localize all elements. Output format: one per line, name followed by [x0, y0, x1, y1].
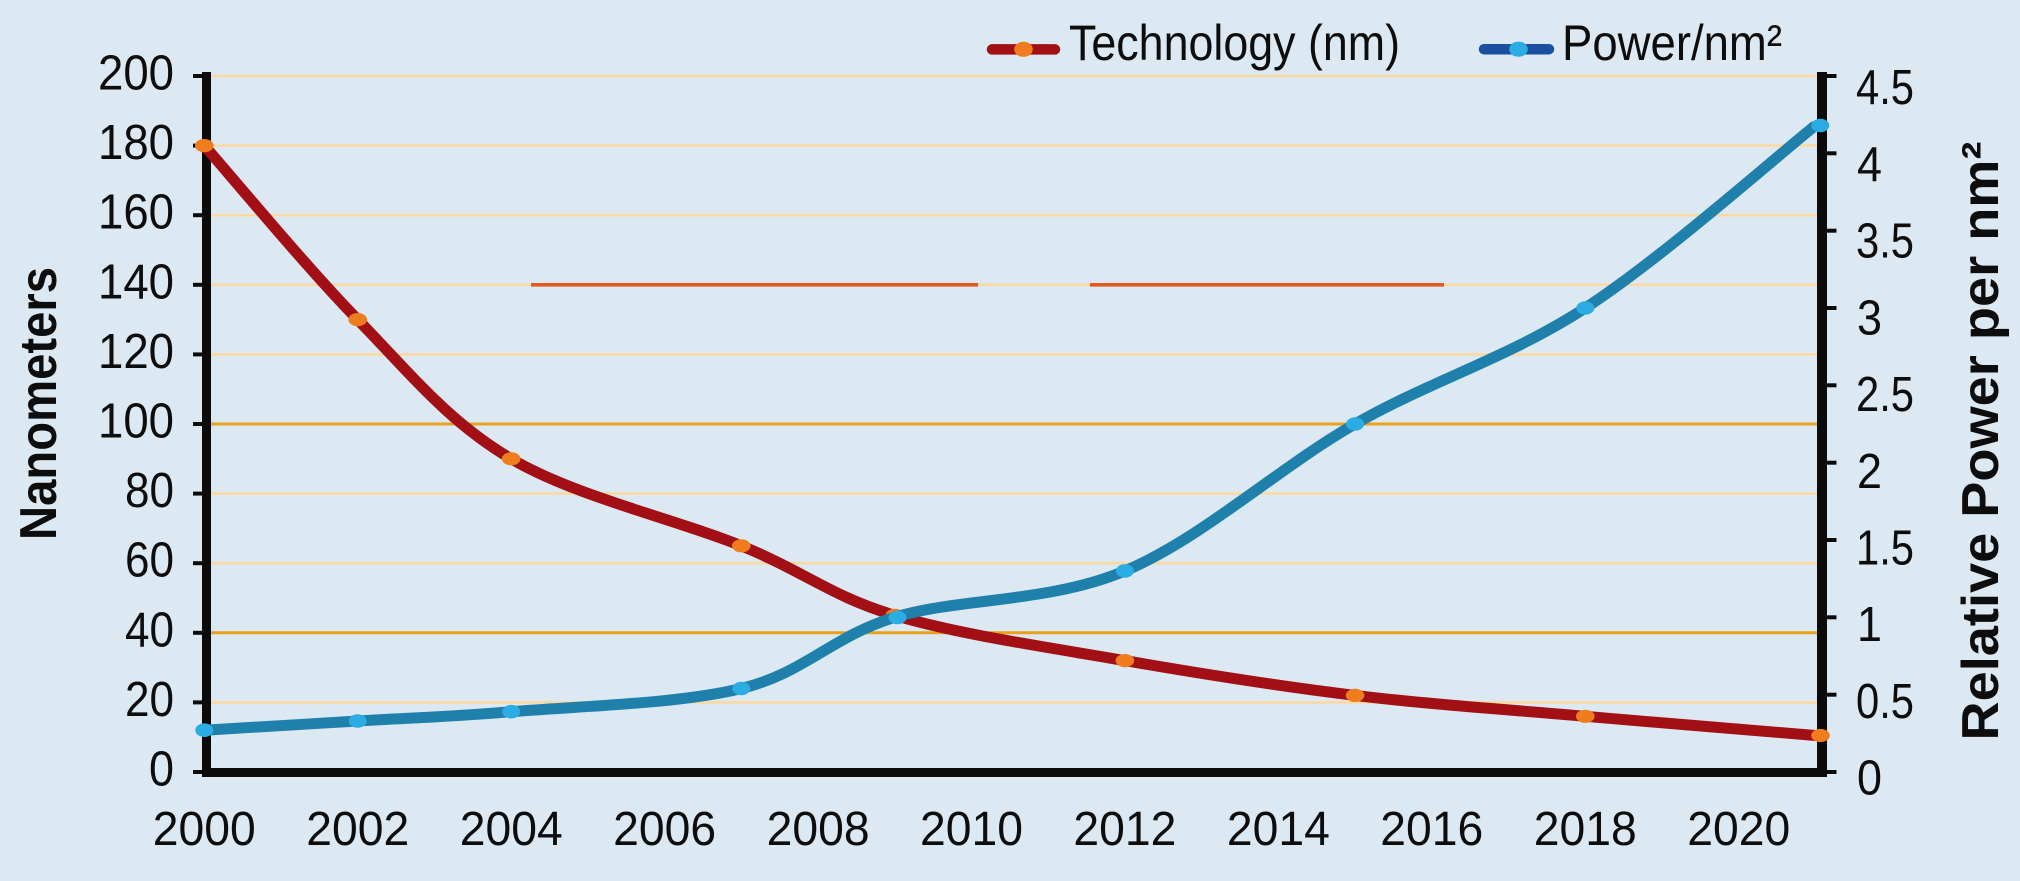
svg-text:1: 1 [1857, 598, 1882, 652]
svg-text:2.5: 2.5 [1856, 368, 1914, 422]
svg-text:Technology (nm): Technology (nm) [1069, 15, 1400, 71]
svg-text:2020: 2020 [1687, 803, 1790, 856]
svg-text:4.5: 4.5 [1856, 61, 1914, 115]
svg-text:60: 60 [125, 534, 174, 588]
svg-text:200: 200 [98, 47, 174, 101]
svg-text:3: 3 [1857, 291, 1882, 345]
svg-text:2014: 2014 [1227, 803, 1330, 856]
svg-text:2002: 2002 [306, 803, 409, 856]
svg-text:180: 180 [98, 116, 174, 170]
svg-text:2000: 2000 [153, 803, 256, 856]
svg-text:2012: 2012 [1073, 803, 1176, 856]
svg-text:2006: 2006 [613, 803, 716, 856]
svg-text:80: 80 [125, 464, 174, 518]
svg-text:4: 4 [1857, 138, 1882, 192]
svg-text:2018: 2018 [1534, 803, 1637, 856]
svg-text:1.5: 1.5 [1856, 522, 1914, 576]
svg-text:3.5: 3.5 [1856, 215, 1914, 269]
svg-text:2: 2 [1857, 445, 1882, 499]
svg-text:2004: 2004 [460, 803, 563, 856]
svg-text:2010: 2010 [920, 803, 1023, 856]
svg-text:140: 140 [98, 255, 174, 309]
svg-text:100: 100 [98, 395, 174, 449]
svg-text:0: 0 [149, 743, 174, 797]
svg-text:40: 40 [125, 603, 174, 657]
svg-text:0: 0 [1857, 752, 1882, 806]
svg-text:20: 20 [125, 673, 174, 727]
svg-text:Relative Power per nm²: Relative Power per nm² [1952, 142, 2010, 741]
svg-text:Nanometers: Nanometers [10, 267, 68, 540]
svg-text:2016: 2016 [1380, 803, 1483, 856]
svg-text:160: 160 [98, 186, 174, 240]
svg-text:0.5: 0.5 [1856, 675, 1914, 729]
svg-text:Power/nm²: Power/nm² [1562, 15, 1782, 71]
svg-text:120: 120 [98, 325, 174, 379]
svg-text:2008: 2008 [767, 803, 870, 856]
